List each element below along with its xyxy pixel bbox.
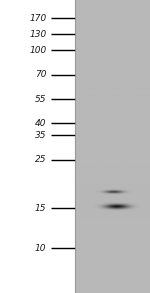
Text: 130: 130 — [29, 30, 46, 39]
Text: 25: 25 — [35, 155, 46, 164]
Text: 55: 55 — [35, 95, 46, 103]
Text: 70: 70 — [35, 70, 46, 79]
Text: 100: 100 — [29, 46, 46, 55]
Text: 40: 40 — [35, 119, 46, 128]
Bar — [0, 0, 75, 293]
Text: 35: 35 — [35, 131, 46, 140]
Text: 15: 15 — [35, 204, 46, 212]
Bar — [75, 0, 150, 293]
Text: 10: 10 — [35, 244, 46, 253]
Text: 170: 170 — [29, 14, 46, 23]
